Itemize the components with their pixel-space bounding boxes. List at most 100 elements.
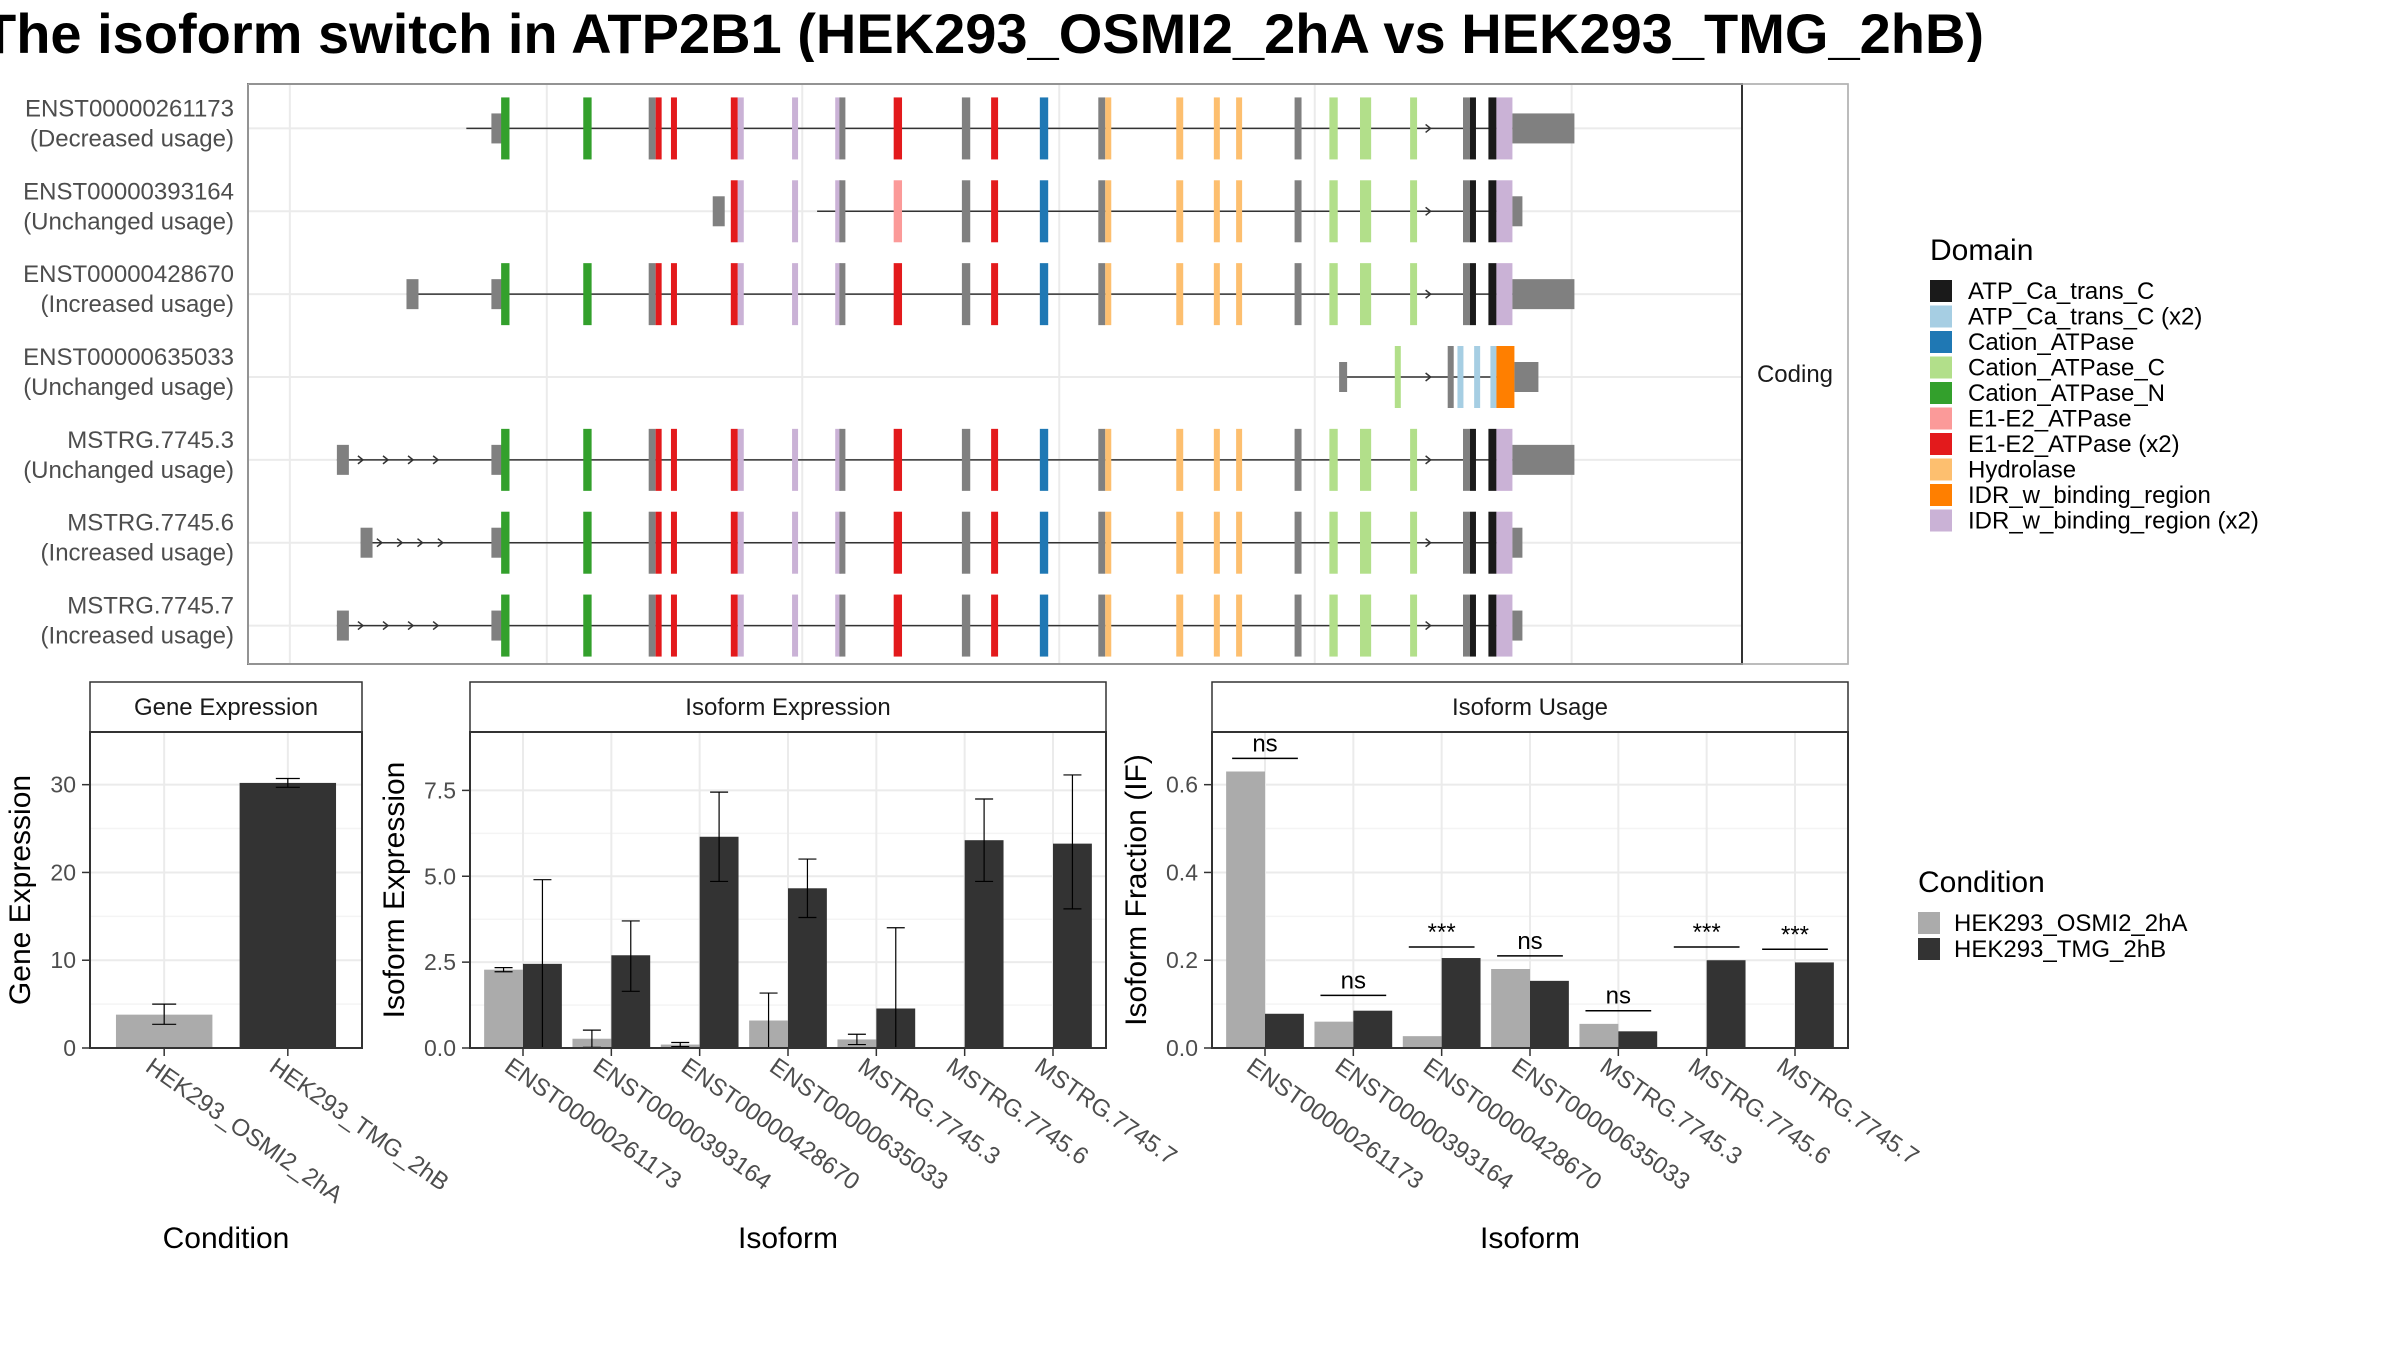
strand-arrow — [1425, 372, 1432, 382]
coding-exon — [991, 511, 999, 574]
strand-arrow — [357, 620, 365, 631]
domain-legend-key — [1930, 331, 1952, 353]
strand-arrow — [1425, 620, 1432, 631]
bar — [1353, 1010, 1393, 1048]
coding-exon — [1463, 511, 1470, 574]
bar — [1618, 1031, 1658, 1048]
coding-exon — [835, 180, 842, 243]
domain-legend-key — [1930, 280, 1952, 302]
significance-label: *** — [1693, 919, 1721, 946]
coding-exon — [1463, 180, 1470, 243]
isoform-id-label: ENST00000393164 — [23, 178, 234, 205]
coding-exon — [1098, 511, 1106, 574]
coding-exon — [893, 428, 903, 491]
coding-exon — [1410, 97, 1418, 160]
utr-exon — [406, 279, 419, 310]
coding-exon — [1496, 594, 1513, 657]
coding-exon — [648, 263, 656, 326]
coding-exon — [1488, 594, 1497, 657]
coding-exon — [1496, 428, 1513, 491]
coding-exon — [1394, 346, 1401, 408]
coding-exon — [961, 594, 971, 657]
coding-exon — [583, 428, 592, 491]
coding-exon — [583, 511, 592, 574]
condition-legend-label: HEK293_TMG_2hB — [1954, 936, 2166, 963]
coding-exon — [1410, 263, 1418, 326]
utr-exon — [491, 527, 504, 558]
utr-exon — [1512, 444, 1575, 475]
panel-strip — [469, 681, 1107, 733]
utr-exon — [491, 279, 504, 310]
coding-exon — [1410, 511, 1418, 574]
coding-exon — [1236, 428, 1243, 491]
coding-exon — [1236, 511, 1243, 574]
coding-exon — [1098, 428, 1106, 491]
coding-exon — [1098, 180, 1106, 243]
coding-exon — [1294, 263, 1302, 326]
coding-exon — [961, 511, 971, 574]
isoform-id-label: MSTRG.7745.7 — [67, 593, 234, 620]
facet-strip-coding — [1741, 83, 1849, 665]
coding-exon — [1039, 263, 1049, 326]
x-tick-label: MSTRG.7745.7 — [1772, 1053, 1924, 1171]
coding-exon — [737, 180, 744, 243]
coding-exon — [1105, 594, 1112, 657]
coding-exon — [1098, 263, 1106, 326]
coding-exon — [1469, 428, 1476, 491]
coding-exon — [737, 511, 744, 574]
coding-exon — [839, 428, 846, 491]
coding-exon — [737, 428, 744, 491]
panel-strip-label: Isoform Expression — [685, 694, 890, 721]
coding-exon — [501, 594, 510, 657]
coding-exon — [1488, 428, 1497, 491]
strand-arrow — [432, 620, 440, 631]
coding-exon — [1329, 180, 1338, 243]
coding-exon — [893, 511, 903, 574]
strand-arrow — [1425, 123, 1432, 134]
utr-exon — [712, 196, 725, 227]
coding-exon — [1039, 180, 1049, 243]
utr-exon — [1514, 362, 1539, 392]
coding-exon — [655, 428, 662, 491]
coding-exon — [1360, 180, 1372, 243]
domain-legend-label: E1-E2_ATPase — [1968, 406, 2132, 433]
y-tick-label: 0.0 — [424, 1035, 456, 1061]
strand-arrow — [382, 620, 390, 631]
coding-exon — [1098, 594, 1106, 657]
panel-strip-label: Isoform Usage — [1452, 694, 1608, 721]
strand-arrow — [1425, 538, 1432, 548]
coding-exon — [792, 180, 799, 243]
significance-label: ns — [1341, 967, 1366, 994]
coding-exon — [839, 97, 846, 160]
coding-exon — [835, 428, 842, 491]
y-tick-label: 0.2 — [1166, 947, 1198, 973]
condition-legend-key — [1918, 938, 1940, 960]
y-axis-title: Isoform Fraction (IF) — [1120, 754, 1153, 1026]
coding-exon — [1236, 263, 1243, 326]
coding-exon — [961, 428, 971, 491]
utr-exon — [1512, 610, 1523, 641]
coding-exon — [1039, 594, 1049, 657]
utr-exon — [1512, 527, 1523, 558]
isoform-usage-label: (Increased usage) — [41, 291, 234, 318]
coding-exon — [1329, 97, 1338, 160]
domain-legend-label: IDR_w_binding_region — [1968, 482, 2211, 509]
utr-exon — [1512, 279, 1575, 310]
coding-exon — [648, 97, 656, 160]
isoform-usage-label: (Unchanged usage) — [23, 374, 234, 401]
coding-exon — [501, 428, 510, 491]
coding-exon — [648, 428, 656, 491]
x-axis-title: Isoform — [1480, 1222, 1580, 1255]
coding-exon — [839, 594, 846, 657]
coding-exon — [1469, 180, 1476, 243]
isoform-usage-label: (Decreased usage) — [30, 125, 234, 152]
coding-exon — [583, 263, 592, 326]
utr-exon — [360, 527, 373, 558]
utr-exon — [1339, 362, 1348, 392]
coding-exon — [1098, 97, 1106, 160]
coding-exon — [670, 97, 677, 160]
coding-exon — [737, 594, 744, 657]
strand-arrow — [376, 538, 384, 548]
x-axis-title: Condition — [163, 1222, 290, 1255]
chart-title-text: The isoform switch in ATP2B1 (HEK293_OSM… — [0, 6, 1985, 62]
